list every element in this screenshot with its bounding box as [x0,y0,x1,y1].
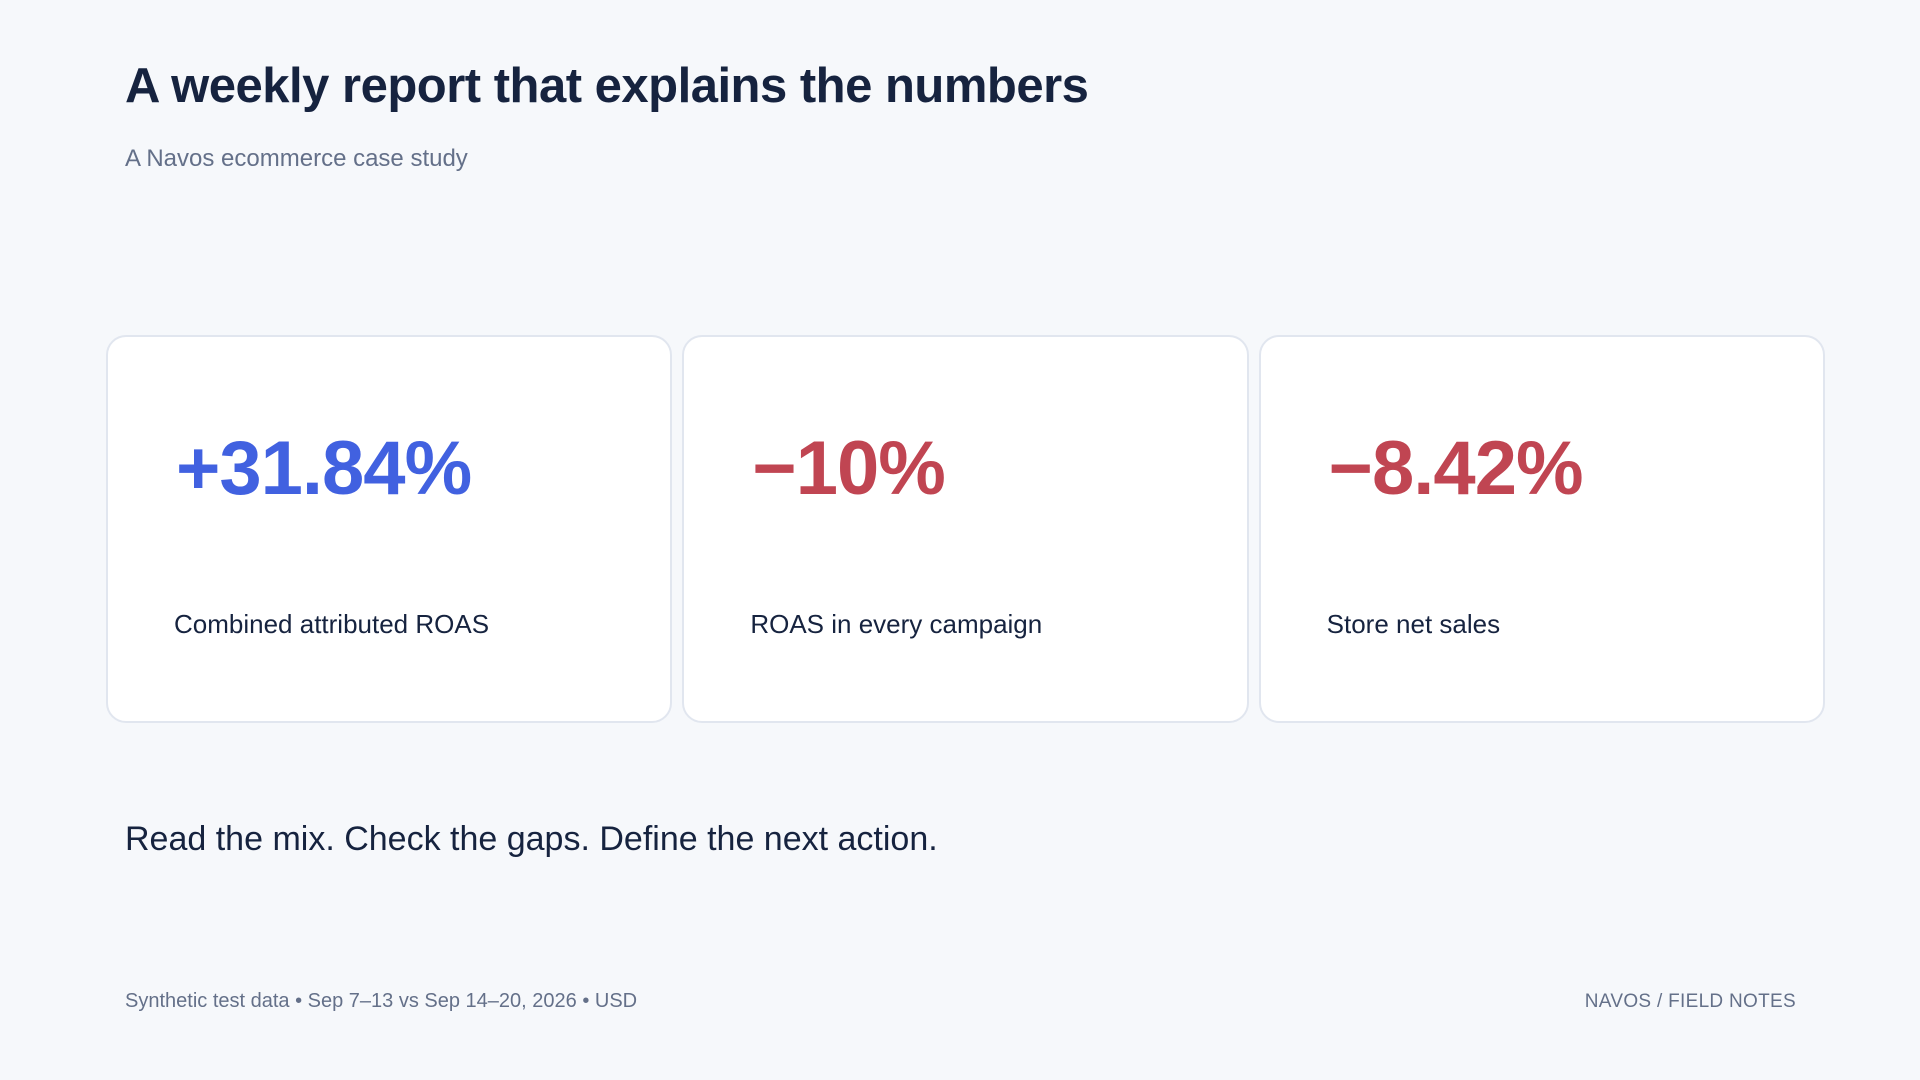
metric-card-campaign-roas: −10% ROAS in every campaign [682,335,1249,723]
metric-label: Store net sales [1326,609,1501,639]
metric-card-net-sales: −8.42% Store net sales [1258,335,1825,723]
footer-source-note: Synthetic test data • Sep 7–13 vs Sep 14… [125,990,638,1012]
metric-cards: +31.84% Combined attributed ROAS −10% RO… [106,335,1825,723]
metric-label: Combined attributed ROAS [174,609,490,639]
metric-value: −10% [752,426,945,511]
metric-card-combined-roas: +31.84% Combined attributed ROAS [106,335,673,723]
metric-value: +31.84% [176,426,472,511]
footer-brand: NAVOS / FIELD NOTES [1584,991,1796,1012]
metric-value: −8.42% [1328,426,1584,511]
page-subtitle: A Navos ecommerce case study [125,145,468,172]
page-title: A weekly report that explains the number… [125,59,1089,113]
tagline: Read the mix. Check the gaps. Define the… [125,820,938,858]
metric-label: ROAS in every campaign [750,609,1043,639]
